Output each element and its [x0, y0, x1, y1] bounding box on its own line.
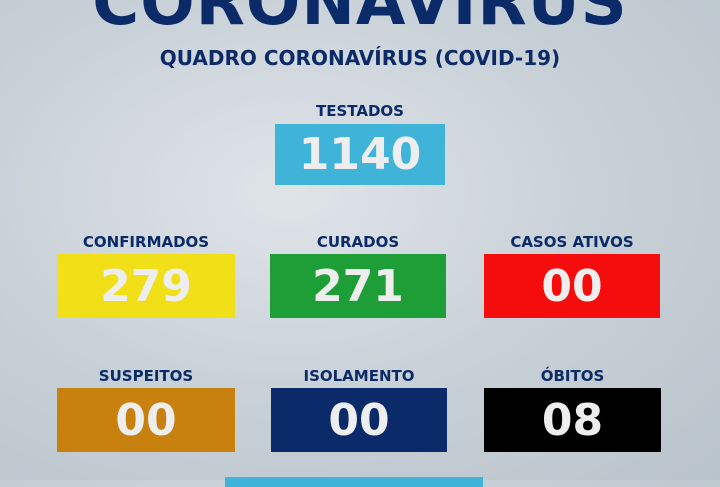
- label-isolamento: ISOLAMENTO: [303, 367, 415, 385]
- label-obitos: ÓBITOS: [540, 367, 605, 385]
- label-casos-ativos: CASOS ATIVOS: [510, 233, 634, 251]
- box-obitos: 08: [484, 388, 661, 452]
- label-testados: TESTADOS: [316, 102, 404, 120]
- label-suspeitos: SUSPEITOS: [98, 367, 194, 385]
- label-curados: CURADOS: [316, 233, 400, 251]
- footer-box: [225, 477, 483, 487]
- box-curados: 271: [270, 254, 446, 318]
- box-confirmados: 279: [57, 254, 235, 318]
- box-casos-ativos: 00: [484, 254, 660, 318]
- page-title: CORONAVÍRUS: [92, 0, 628, 40]
- page-subtitle: QUADRO CORONAVÍRUS (COVID-19): [159, 46, 561, 70]
- label-confirmados: CONFIRMADOS: [82, 233, 210, 251]
- box-suspeitos: 00: [57, 388, 235, 452]
- box-isolamento: 00: [271, 388, 447, 452]
- box-testados: 1140: [275, 124, 445, 185]
